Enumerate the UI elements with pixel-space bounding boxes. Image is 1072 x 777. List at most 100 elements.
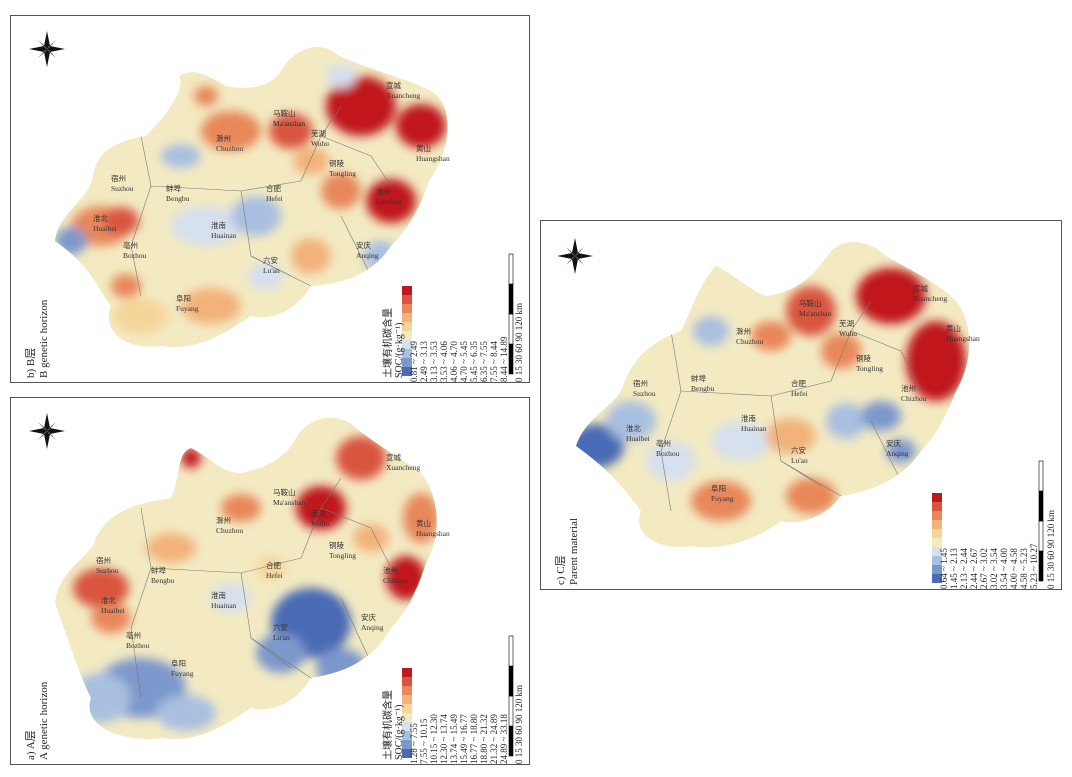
legend-swatch xyxy=(932,529,942,538)
legend-swatch xyxy=(402,722,412,731)
legend-class-label: 8.44 ~ 14.89 xyxy=(499,336,509,382)
svg-text:滁州: 滁州 xyxy=(216,515,231,525)
scale-bar-c xyxy=(1038,460,1044,582)
legend-swatch xyxy=(932,556,942,565)
svg-text:芜湖: 芜湖 xyxy=(311,508,326,518)
legend-classes-b: 0.81 ~ 2.49 2.49 ~ 3.13 3.13 ~ 3.53 3.53 ~ … xyxy=(409,337,509,382)
svg-text:铜陵: 铜陵 xyxy=(329,158,344,168)
legend-swatch xyxy=(402,340,412,349)
svg-text:亳州: 亳州 xyxy=(656,438,671,448)
legend-class-label: 2.13 ~ 2.44 xyxy=(959,548,969,589)
scale-bar-label-a: 0 15 30 60 90 120 km xyxy=(514,684,524,764)
legend-swatches-a xyxy=(402,668,412,758)
svg-text:Xuancheng: Xuancheng xyxy=(386,91,420,100)
legend-swatch xyxy=(402,313,412,322)
legend-swatch xyxy=(932,502,942,511)
legend-class-label: 1.45 ~ 2.13 xyxy=(949,548,959,589)
legend-class-label: 10.15 ~ 12.30 xyxy=(429,714,439,764)
svg-text:阜阳: 阜阳 xyxy=(171,658,186,668)
svg-text:Bozhou: Bozhou xyxy=(656,449,680,458)
scale-bar-a xyxy=(508,635,514,757)
svg-text:铜陵: 铜陵 xyxy=(856,353,871,363)
svg-text:亳州: 亳州 xyxy=(126,630,141,640)
svg-text:蚌埠: 蚌埠 xyxy=(151,565,166,575)
legend-class-label: 4.00 ~ 4.58 xyxy=(1009,548,1019,589)
legend-class-label: 0.81 ~ 2.49 xyxy=(409,341,419,382)
legend-class-label: 2.44 ~ 2.67 xyxy=(969,548,979,589)
svg-text:Suzhou: Suzhou xyxy=(111,184,134,193)
legend-class-label: 12.30 ~ 13.74 xyxy=(439,714,449,764)
svg-text:阜阳: 阜阳 xyxy=(711,483,726,493)
panel-title-b: b) B层 B genetic horizon xyxy=(25,299,50,378)
svg-text:Lu'an: Lu'an xyxy=(273,633,290,642)
svg-text:淮北: 淮北 xyxy=(626,423,641,433)
legend-class-label: 4.06 ~ 4.70 xyxy=(449,341,459,382)
svg-text:Wuhu: Wuhu xyxy=(839,329,857,338)
svg-text:安庆: 安庆 xyxy=(886,438,901,448)
panel-title-c: c) C层 Parent material xyxy=(555,518,580,585)
svg-text:宣城: 宣城 xyxy=(913,283,928,293)
panel-title-a: a) A层 A genetic horizon xyxy=(25,681,50,760)
legend-class-label: 18.80 ~ 21.32 xyxy=(479,714,489,764)
scale-bar-segment xyxy=(1038,460,1044,492)
legend-swatch xyxy=(932,520,942,529)
legend-class-label: 5.45 ~ 6.35 xyxy=(469,341,479,382)
svg-text:池州: 池州 xyxy=(376,186,391,196)
legend-swatch xyxy=(932,574,942,583)
svg-text:Huaibei: Huaibei xyxy=(101,606,125,615)
scale-bar-ticks: 0 15 30 60 90 120 xyxy=(514,316,524,382)
svg-text:Huaibei: Huaibei xyxy=(626,434,650,443)
svg-text:Tongling: Tongling xyxy=(329,551,356,560)
legend-class-label: 2.49 ~ 3.13 xyxy=(419,341,429,382)
legend-swatch xyxy=(932,538,942,547)
svg-text:Huainan: Huainan xyxy=(211,601,237,610)
svg-text:Bengbu: Bengbu xyxy=(691,384,715,393)
svg-text:宿州: 宿州 xyxy=(111,173,126,183)
legend-swatch xyxy=(402,286,412,295)
svg-text:Chuzhou: Chuzhou xyxy=(216,526,243,535)
svg-text:马鞍山: 马鞍山 xyxy=(799,298,822,308)
legend-swatch xyxy=(402,304,412,313)
svg-text:Chuzhou: Chuzhou xyxy=(216,144,243,153)
compass-rose-icon xyxy=(29,413,65,449)
legend-class-label: 3.02 ~ 3.54 xyxy=(989,548,999,589)
legend-class-label: 4.70 ~ 5.45 xyxy=(459,341,469,382)
svg-text:马鞍山: 马鞍山 xyxy=(273,108,296,118)
svg-text:Bozhou: Bozhou xyxy=(123,251,147,260)
svg-text:Fuyang: Fuyang xyxy=(711,494,734,503)
svg-text:芜湖: 芜湖 xyxy=(839,318,854,328)
svg-text:安庆: 安庆 xyxy=(361,612,376,622)
svg-text:合肥: 合肥 xyxy=(266,560,281,570)
svg-text:Hefei: Hefei xyxy=(791,389,808,398)
legend-title-b: 土壤有机碳含量 SOC/(g·kg⁻¹) xyxy=(383,308,405,378)
svg-text:亳州: 亳州 xyxy=(123,240,138,250)
scale-bar-segment xyxy=(1038,550,1044,582)
svg-text:Chuzhou: Chuzhou xyxy=(736,337,763,346)
svg-text:铜陵: 铜陵 xyxy=(329,540,344,550)
svg-text:Chizhou: Chizhou xyxy=(901,394,927,403)
legend-class-label: 0.64 ~ 1.45 xyxy=(939,548,949,589)
legend-class-label: 21.32 ~ 24.89 xyxy=(489,714,499,764)
svg-text:宣城: 宣城 xyxy=(386,80,401,90)
svg-text:六安: 六安 xyxy=(273,622,288,632)
svg-text:宿州: 宿州 xyxy=(633,378,648,388)
scale-bar-label-c: 0 15 30 60 90 120 km xyxy=(1046,509,1056,589)
legend-class-label: 7.55 ~ 8.44 xyxy=(489,341,499,382)
svg-text:淮北: 淮北 xyxy=(93,213,108,223)
scale-bar-label-b: 0 15 30 60 90 120 km xyxy=(514,302,524,382)
compass-rose-icon xyxy=(29,31,65,67)
panel-c-parent-material: 宿州 Suzhou 淮北 Huaibei 亳州 Bozhou 阜阳 Fuyang 蚌埠 B… xyxy=(540,220,1062,590)
legend-swatch xyxy=(402,295,412,304)
svg-text:淮南: 淮南 xyxy=(211,220,226,230)
legend-class-label: 5.23 ~ 10.27 xyxy=(1029,543,1039,589)
svg-text:Ma'anshan: Ma'anshan xyxy=(799,309,831,318)
legend-classes-c: 0.64 ~ 1.45 1.45 ~ 2.13 2.13 ~ 2.44 2.44 ~ … xyxy=(939,544,1039,589)
svg-text:Huaibei: Huaibei xyxy=(93,224,117,233)
legend-swatch xyxy=(932,547,942,556)
legend-swatch xyxy=(402,704,412,713)
legend-swatch xyxy=(402,713,412,722)
